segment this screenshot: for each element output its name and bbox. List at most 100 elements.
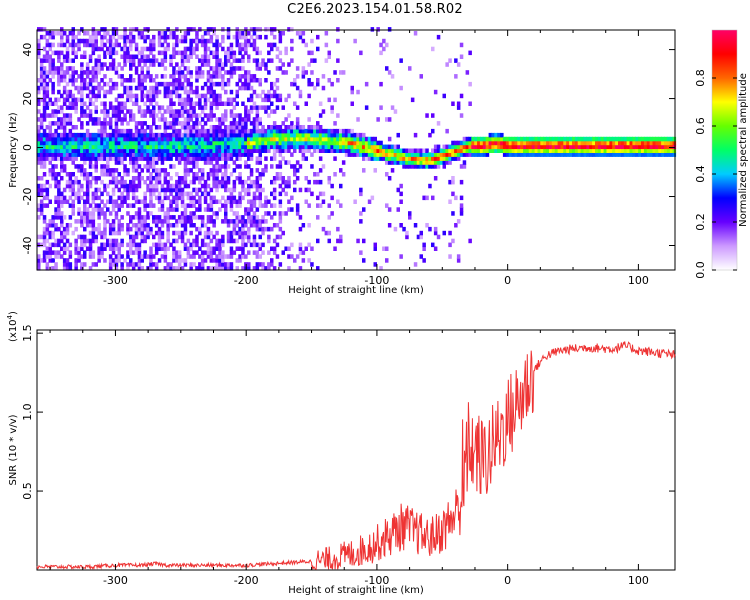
heatmap-cell [200, 105, 205, 110]
heatmap-cell [491, 132, 495, 138]
heatmap-cell [154, 132, 159, 138]
heatmap-cell [572, 136, 576, 142]
heatmap-cell [175, 195, 179, 201]
heatmap-cell [114, 238, 119, 244]
heatmap-cell [224, 179, 228, 185]
heatmap-cell [362, 168, 366, 173]
heatmap-cell [198, 93, 202, 99]
heatmap-cell [94, 117, 98, 122]
heatmap-cell [65, 226, 70, 232]
heatmap-cell [120, 144, 124, 150]
heatmap-cell [37, 183, 41, 189]
heatmap-cell [177, 38, 182, 44]
heatmap-cell [65, 144, 70, 150]
heatmap-cell [209, 172, 214, 177]
heatmap-cell [244, 74, 248, 79]
heatmap-cell [382, 152, 386, 157]
heatmap-cell [333, 128, 337, 134]
heatmap-cell [68, 176, 73, 181]
heatmap-cell [218, 70, 222, 75]
heatmap-cell [172, 207, 176, 212]
heatmap-cell [336, 78, 340, 83]
heatmap-cell [80, 211, 84, 216]
heatmap-cell [554, 144, 559, 150]
heatmap-cell [523, 136, 527, 142]
heatmap-cell [198, 152, 202, 157]
heatmap-cell [198, 262, 202, 267]
heatmap-cell [129, 242, 133, 248]
heatmap-cell [316, 215, 320, 220]
heatmap-cell [474, 140, 478, 146]
heatmap-cell [275, 93, 280, 99]
heatmap-cell [189, 191, 193, 197]
heatmap-cell [114, 70, 119, 75]
heatmap-cell [359, 136, 363, 142]
snr-multiplier: (x104) [6, 311, 19, 342]
heatmap-cell [531, 152, 536, 157]
heatmap-cell [137, 109, 142, 114]
heatmap-cell [97, 176, 101, 181]
heatmap-cell [192, 38, 196, 44]
heatmap-cell [166, 144, 170, 150]
heatmap-cell [310, 128, 314, 134]
heatmap-cell [94, 226, 98, 232]
heatmap-cell [183, 219, 188, 224]
heatmap-cell [226, 58, 231, 63]
heatmap-cell [652, 140, 656, 146]
colorbar-frame [711, 29, 738, 271]
heatmap-cell [264, 140, 268, 146]
heatmap-cell [551, 140, 556, 146]
heatmap-cell [318, 101, 323, 106]
heatmap-cell [293, 148, 297, 153]
heatmap-cell [74, 195, 78, 201]
heatmap-cell [51, 34, 55, 40]
heatmap-cell [387, 156, 392, 161]
heatmap-cell [235, 128, 239, 134]
heatmap-cell [298, 242, 303, 248]
heatmap-cell [209, 74, 214, 79]
heatmap-cell [195, 160, 199, 165]
heatmap-cell [42, 156, 47, 161]
heatmap-cell [638, 152, 642, 157]
heatmap-cell [517, 144, 521, 150]
heatmap-cell [433, 230, 438, 236]
heatmap-cell [129, 109, 133, 114]
heatmap-cell [80, 89, 84, 95]
heatmap-cell [186, 125, 191, 130]
heatmap-cell [206, 183, 211, 189]
heatmap-cell [580, 152, 585, 157]
heatmap-cell [620, 148, 625, 153]
heatmap-cell [618, 148, 622, 153]
heatmap-cell [287, 140, 291, 146]
heatmap-cell [195, 78, 199, 83]
heatmap-cell [172, 101, 176, 106]
heatmap-cell [100, 132, 104, 138]
heatmap-cell [206, 54, 211, 59]
heatmap-cell [252, 117, 257, 122]
heatmap-cell [517, 152, 521, 157]
heatmap-cell [258, 160, 262, 165]
heatmap-cell [229, 254, 234, 259]
heatmap-cell [129, 27, 133, 32]
heatmap-cell [321, 136, 326, 142]
heatmap-cell [247, 144, 251, 150]
heatmap-cell [137, 266, 142, 271]
heatmap-cell [324, 230, 329, 236]
heatmap-cell [149, 38, 153, 44]
heatmap-cell [284, 211, 288, 216]
heatmap-cell [272, 152, 277, 157]
heatmap-cell [350, 148, 354, 153]
heatmap-cell [531, 136, 536, 142]
heatmap-cell [252, 215, 257, 220]
heatmap-cell [281, 140, 285, 146]
heatmap-cell [65, 148, 70, 153]
heatmap-cell [88, 34, 93, 40]
heatmap-cell [146, 148, 150, 153]
heatmap-cell [192, 199, 196, 204]
heatmap-cell [140, 258, 144, 263]
heatmap-cell [606, 152, 610, 157]
heatmap-cell [275, 46, 280, 52]
heatmap-cell [45, 191, 50, 197]
heatmap-cell [117, 93, 121, 99]
heatmap-cell [71, 50, 75, 56]
